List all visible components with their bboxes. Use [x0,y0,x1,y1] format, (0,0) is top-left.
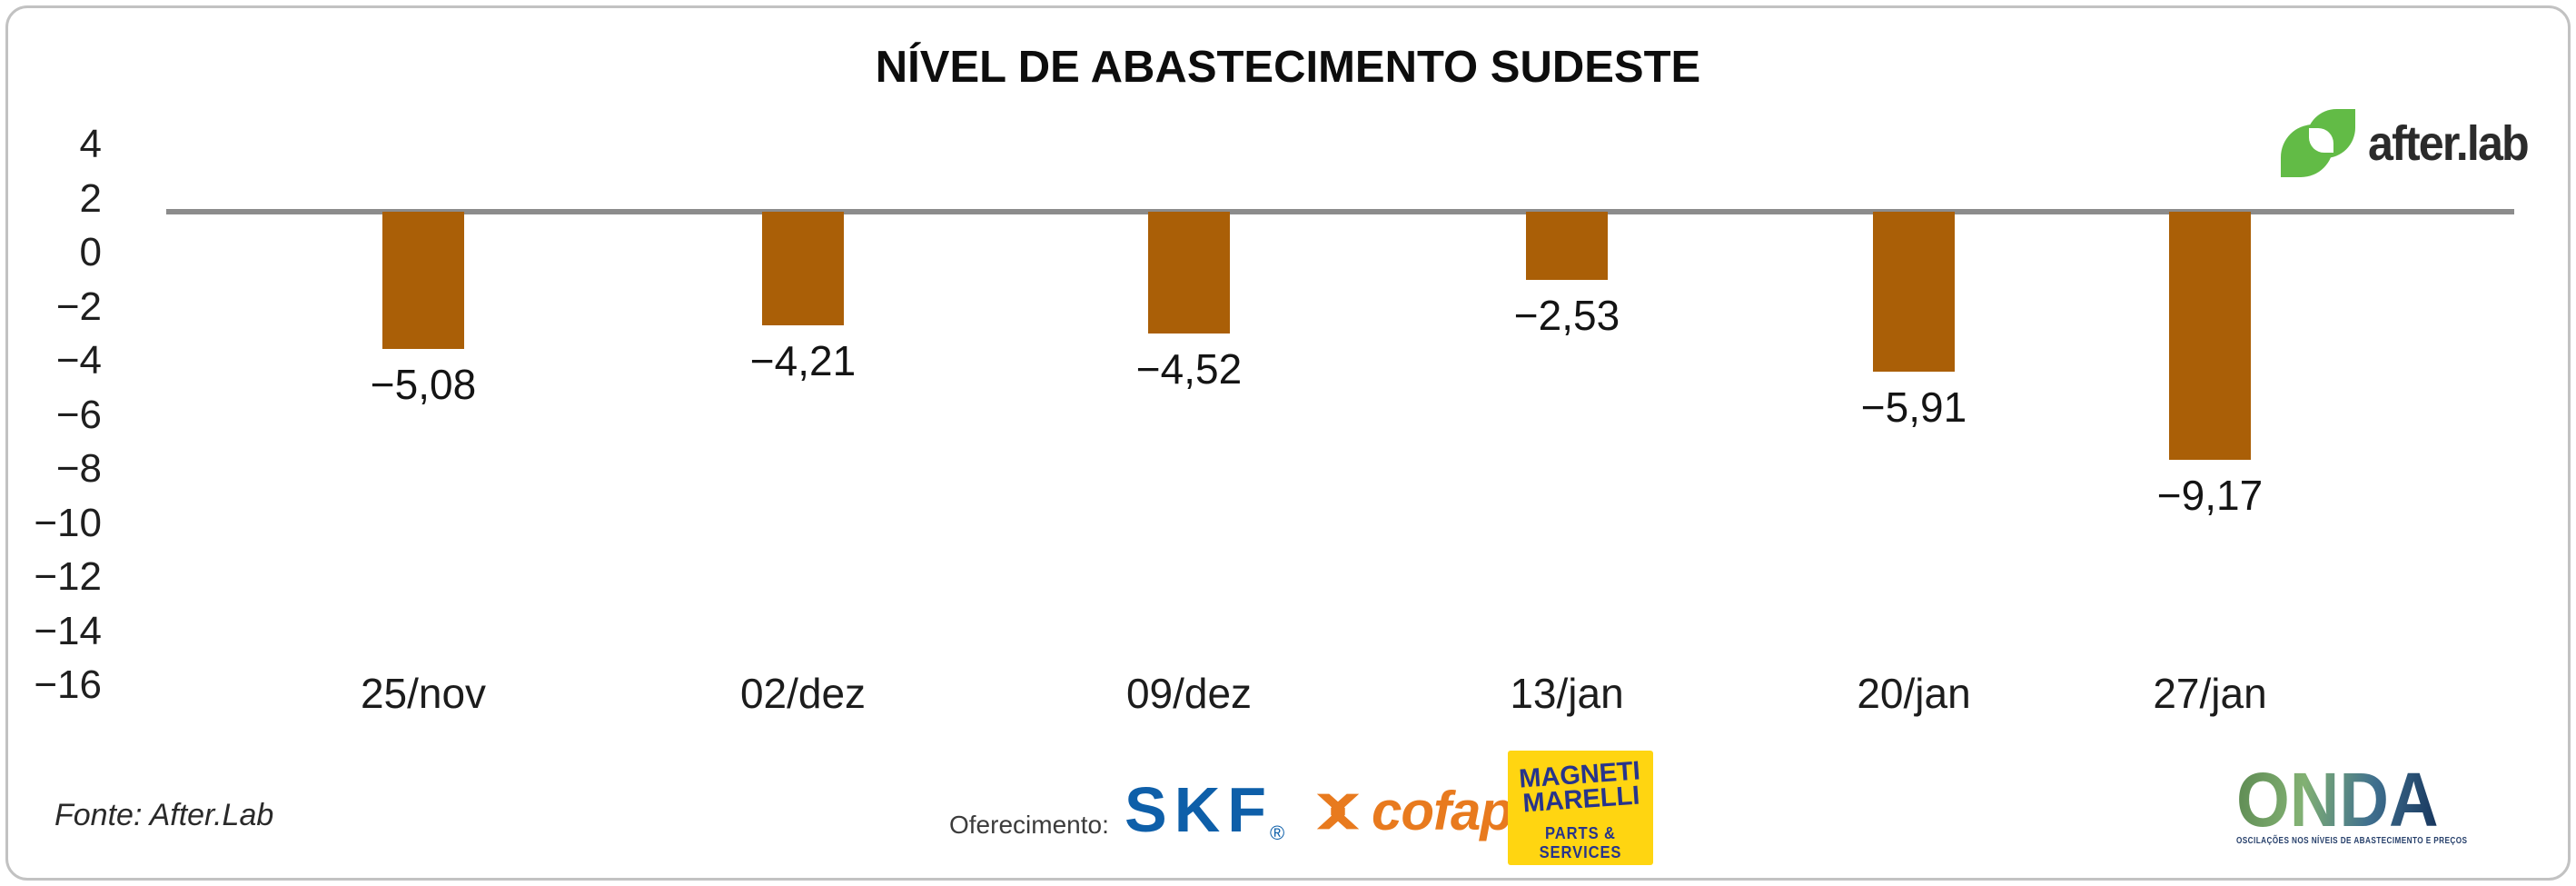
afterlab-logo-text: after.lab [2367,116,2530,171]
y-tick-label: 4 [79,122,102,166]
y-tick-label: −10 [34,501,102,545]
afterlab-logo: after.lab [2280,105,2540,182]
bar [1873,212,1955,372]
magneti-marelli-line2: MARELLI [1521,781,1641,819]
y-tick-label: 0 [79,230,102,274]
y-tick-label: −6 [55,393,102,437]
cofap-logo-text: cofap [1372,781,1513,841]
onda-logo: ONDA OSCILAÇÕES NOS NÍVEIS DE ABASTECIME… [2235,757,2518,846]
onda-tagline: OSCILAÇÕES NOS NÍVEIS DE ABASTECIMENTO E… [2235,836,2468,846]
category-label: 02/dez [739,670,867,717]
registered-trademark-icon: ® [1270,821,1285,844]
bar [1148,212,1230,333]
bar [1526,212,1608,280]
magneti-marelli-wordmark: MAGNETI MARELLI [1508,756,1653,819]
cofap-logo: cofap [1312,781,1513,841]
bar-value-label: −4,21 [749,337,857,384]
magneti-marelli-logo: MAGNETI MARELLI PARTS & SERVICES [1508,751,1653,865]
source-note: Fonte: After.Lab [54,798,274,832]
leaf-cutout-icon [2308,128,2333,153]
y-tick-label: −8 [55,446,102,491]
afterlab-logo-icon [2280,109,2355,178]
zero-baseline [166,209,2514,214]
magneti-marelli-subtitle: PARTS & SERVICES [1539,824,1622,861]
bar-value-label: −5,08 [370,361,477,408]
bar-value-label: −2,53 [1513,292,1620,339]
category-label: 25/nov [360,670,487,717]
sponsorship-label: Oferecimento: [949,811,1109,839]
category-label: 20/jan [1857,670,1971,717]
bar-value-label: −4,52 [1135,345,1243,393]
y-tick-label: 2 [79,176,102,221]
bar [382,212,464,349]
bar [2169,212,2251,460]
category-label: 13/jan [1510,670,1624,717]
y-tick-label: −4 [55,338,102,383]
cofap-x-icon [1316,793,1360,830]
y-tick-label: −16 [34,662,102,707]
bar-value-label: −5,91 [1860,383,1967,431]
y-tick-label: −14 [34,609,102,653]
bar [762,212,844,325]
y-tick-label: −12 [34,554,102,599]
skf-logo-text: SKF [1125,774,1273,845]
bar-value-label: −9,17 [2156,472,2264,519]
y-tick-label: −2 [55,284,102,329]
onda-logo-text: ONDA [2235,757,2439,842]
category-label: 09/dez [1125,670,1253,717]
chart-title: NÍVEL DE ABASTECIMENTO SUDESTE [875,43,1701,92]
skf-logo: SKF ® [1125,774,1284,845]
category-label: 27/jan [2153,670,2267,717]
